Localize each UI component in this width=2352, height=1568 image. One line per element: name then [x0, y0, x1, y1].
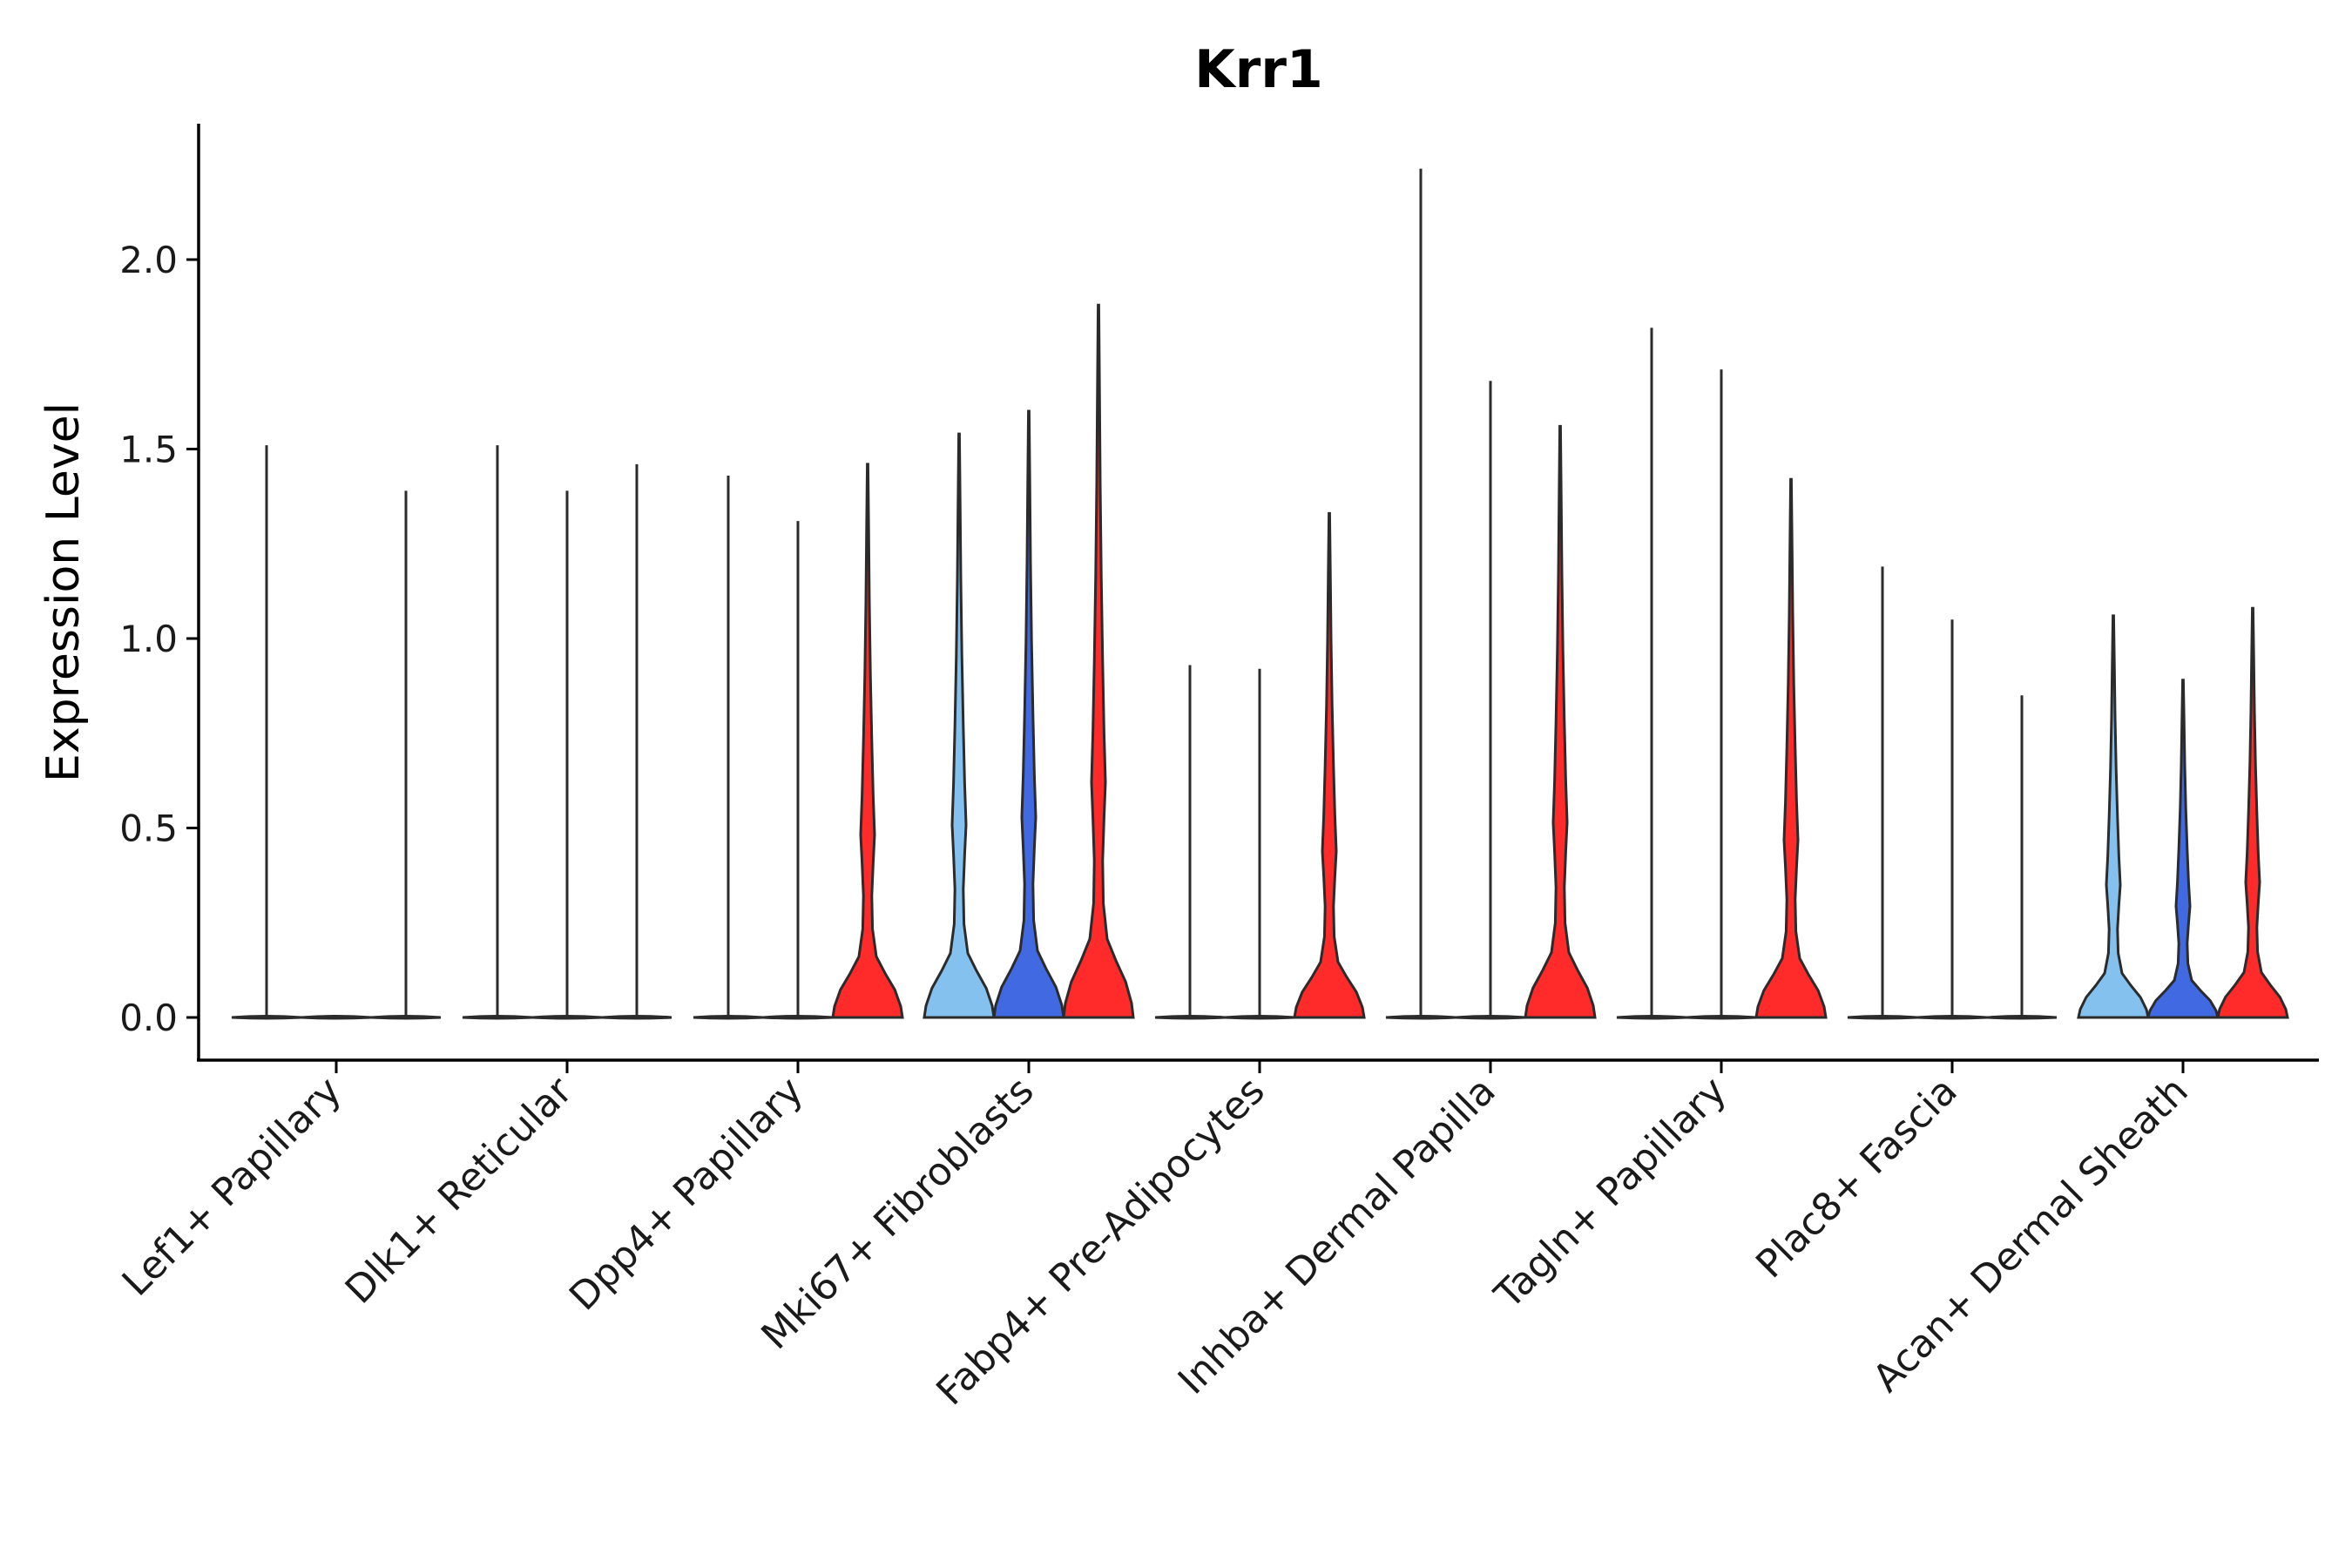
- violin-3-0: [923, 432, 996, 1019]
- y-tick-label: 0.0: [119, 997, 178, 1039]
- violin-6-2: [1754, 477, 1828, 1019]
- y-tick-label: 0.5: [119, 808, 178, 850]
- violin-0-1: [301, 1015, 372, 1020]
- y-tick-label: 2.0: [119, 239, 178, 281]
- violin-4-2: [1293, 511, 1366, 1019]
- x-tick-label: Dlk1+ Reticular: [337, 1068, 582, 1313]
- violins: [231, 168, 2289, 1020]
- violin-8-2: [2216, 606, 2289, 1019]
- chart-title: Krr1: [1194, 39, 1322, 100]
- violin-2-2: [831, 463, 904, 1019]
- x-tick-label: Plac8+ Fascia: [1747, 1069, 1966, 1288]
- violin-3-1: [992, 409, 1065, 1019]
- x-tick-label: Dpp4+ Papillary: [561, 1069, 812, 1320]
- y-axis-label: Expression Level: [37, 402, 90, 782]
- violin-3-2: [1062, 303, 1135, 1019]
- x-tick-label: Lef1+ Papillary: [114, 1069, 350, 1305]
- y-tick-label: 1.5: [119, 429, 178, 471]
- x-tick-label: Tagln+ Papillary: [1486, 1069, 1735, 1318]
- y-axis-ticks: 0.0 0.5 1.0 1.5 2.0: [119, 239, 199, 1039]
- violin-5-2: [1524, 424, 1597, 1019]
- y-tick-label: 1.0: [119, 618, 178, 660]
- violin-8-1: [2146, 679, 2220, 1019]
- violin-8-0: [2077, 614, 2150, 1019]
